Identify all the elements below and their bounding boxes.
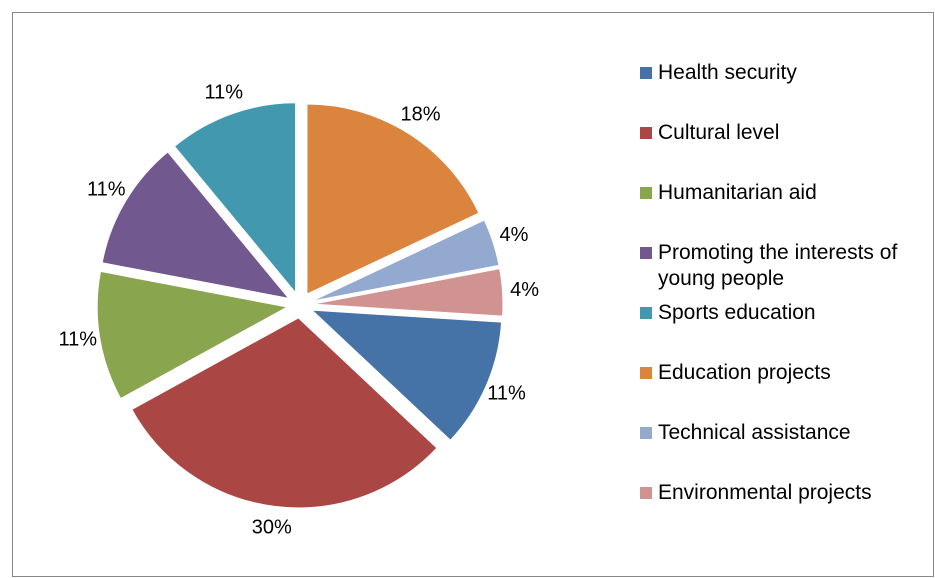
legend-label: Technical assistance [658,421,851,444]
legend-label: Humanitarian aid [658,181,817,204]
data-label: 11% [87,179,126,201]
pie-slice [173,102,297,295]
data-label: 11% [58,328,97,350]
data-label: 30% [252,517,292,539]
pie-slice [306,103,480,295]
legend-item: Education projects [640,360,920,386]
legend-swatch [640,487,652,499]
data-label: 11% [205,82,244,104]
legend-label: Cultural level [658,121,780,144]
frame [12,12,934,577]
pie-slice [310,309,503,441]
legend-label: Environmental projects [658,481,872,504]
legend-swatch [640,367,652,379]
legend-swatch [640,307,652,319]
legend-item: Technical assistance [640,420,920,446]
legend-label: Promoting the interests of young people [658,241,898,290]
legend-label: Health security [658,61,797,84]
legend-swatch [640,427,652,439]
pie-slice [131,317,438,509]
legend-swatch [640,247,652,259]
data-label: 4% [500,224,529,246]
pie-slice [312,219,500,302]
legend-item: Health security [640,60,920,86]
data-label: 11% [487,383,526,405]
legend-item: Promoting the interests of young people [640,240,920,292]
legend-swatch [640,127,652,139]
pie-slice [96,270,289,400]
pie-slice [312,267,504,317]
legend-item: Sports education [640,300,920,326]
data-label: 4% [510,279,539,301]
legend-item: Humanitarian aid [640,180,920,206]
legend-swatch [640,67,652,79]
legend-label: Education projects [658,361,831,384]
data-label: 18% [401,103,441,125]
legend-item: Cultural level [640,120,920,146]
legend-swatch [640,187,652,199]
legend-label: Sports education [658,301,816,324]
pie-slice [101,151,291,300]
legend-item: Environmental projects [640,480,920,506]
